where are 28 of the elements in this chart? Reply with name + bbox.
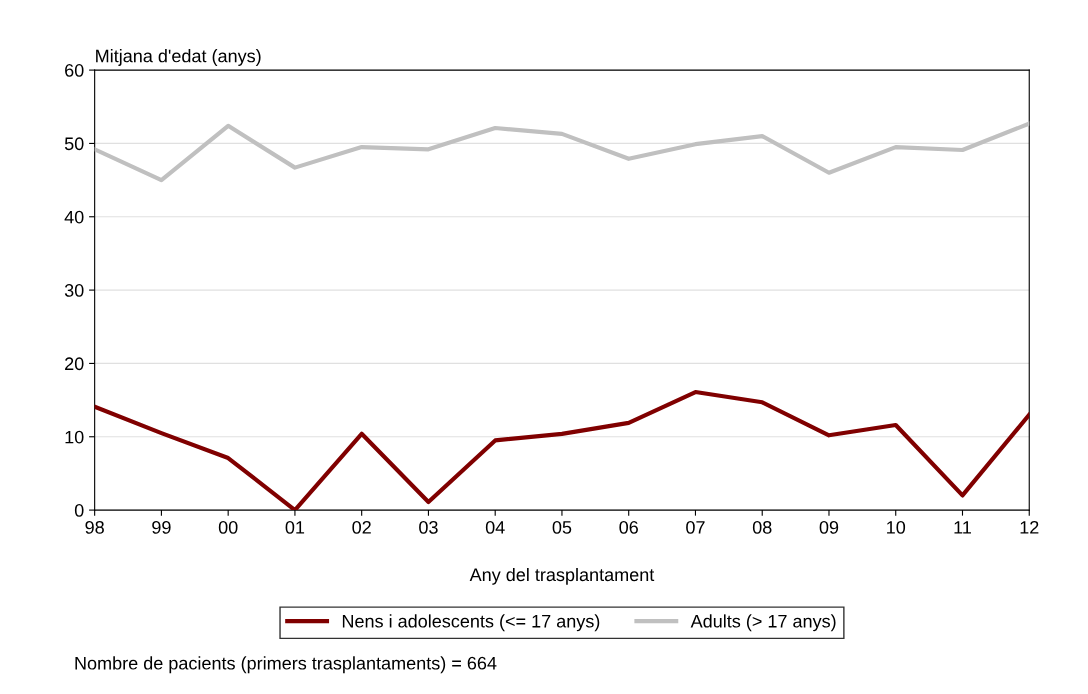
x-tick-label: 98 (85, 520, 104, 534)
y-tick-label: 0 (74, 504, 84, 517)
legend-label: Adults (> 17 anys) (690, 614, 836, 632)
line-series (94, 121, 1030, 183)
x-tick-label: 11 (954, 521, 971, 534)
x-tick-label: 06 (619, 520, 638, 534)
x-tick-label: 99 (152, 520, 171, 534)
y-tick-label: 20 (65, 357, 84, 371)
x-tick-label: 05 (552, 520, 572, 534)
x-tick-label: 04 (485, 520, 505, 534)
y-tick-label: 60 (65, 64, 84, 77)
x-tick-label: 12 (1020, 520, 1039, 534)
x-axis-title: Any del trasplantament (469, 567, 655, 585)
x-tick-label: 02 (352, 520, 371, 534)
y-axis-title: Mitjana d'edat (anys) (96, 49, 261, 66)
y-tick-label: 10 (65, 430, 84, 444)
x-tick-label: 08 (752, 520, 772, 534)
x-tick-label: 07 (686, 520, 705, 534)
text: Nombre de pacients (primers trasplantaments) = 664 (75, 656, 497, 674)
x-tick-label: 00 (218, 520, 238, 534)
y-tick-label: 50 (64, 137, 84, 151)
x-tick-label: 01 (285, 520, 305, 534)
x-tick-label: 10 (887, 520, 906, 534)
legend-label: Nens i adolescents (<= 17 anys) (342, 614, 600, 632)
y-tick-label: 30 (64, 284, 84, 297)
x-tick-label: 03 (419, 520, 438, 534)
x-tick-label: 09 (819, 520, 839, 534)
y-tick-label: 40 (64, 210, 84, 224)
